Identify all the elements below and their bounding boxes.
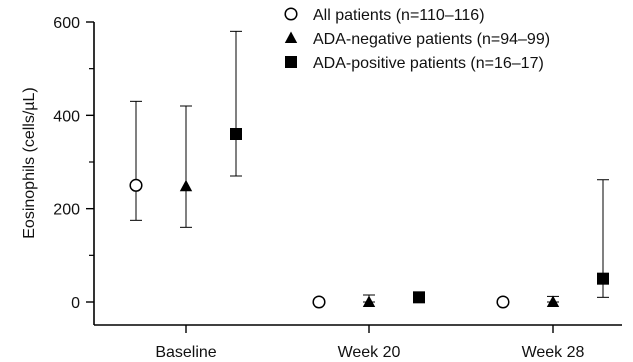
x-ticks: Baseline Week 20 Week 28 xyxy=(155,325,585,361)
y-axis-label: Eosinophils (cells/µL) xyxy=(21,87,38,239)
data-point xyxy=(129,178,143,192)
legend: All patients (n=110–116) ADA-negative pat… xyxy=(284,7,550,72)
legend-marker xyxy=(284,31,298,43)
x-tick-label: Baseline xyxy=(155,344,216,361)
legend-label: ADA-positive patients (n=16–17) xyxy=(313,55,544,72)
y-tick-label: 0 xyxy=(71,295,80,312)
data-point xyxy=(413,291,425,304)
legend-label: All patients (n=110–116) xyxy=(313,7,485,24)
legend-marker xyxy=(284,7,298,21)
axes xyxy=(93,22,622,326)
legend-marker xyxy=(285,56,297,68)
data-point xyxy=(597,272,609,285)
legend-label: ADA-negative patients (n=94–99) xyxy=(313,31,550,48)
x-tick-label: Week 20 xyxy=(338,344,401,361)
y-ticks: 0 200 400 600 xyxy=(53,15,94,312)
data-markers xyxy=(129,128,609,309)
data-point xyxy=(546,295,560,307)
x-tick-label: Week 28 xyxy=(522,344,585,361)
data-point xyxy=(179,179,193,192)
y-tick-label: 200 xyxy=(53,202,80,219)
y-tick-label: 600 xyxy=(53,15,80,32)
data-point xyxy=(230,128,242,140)
data-point xyxy=(496,295,510,309)
y-tick-label: 400 xyxy=(53,108,80,125)
error-bars xyxy=(130,30,609,303)
data-point xyxy=(312,295,326,309)
data-point xyxy=(362,295,376,307)
